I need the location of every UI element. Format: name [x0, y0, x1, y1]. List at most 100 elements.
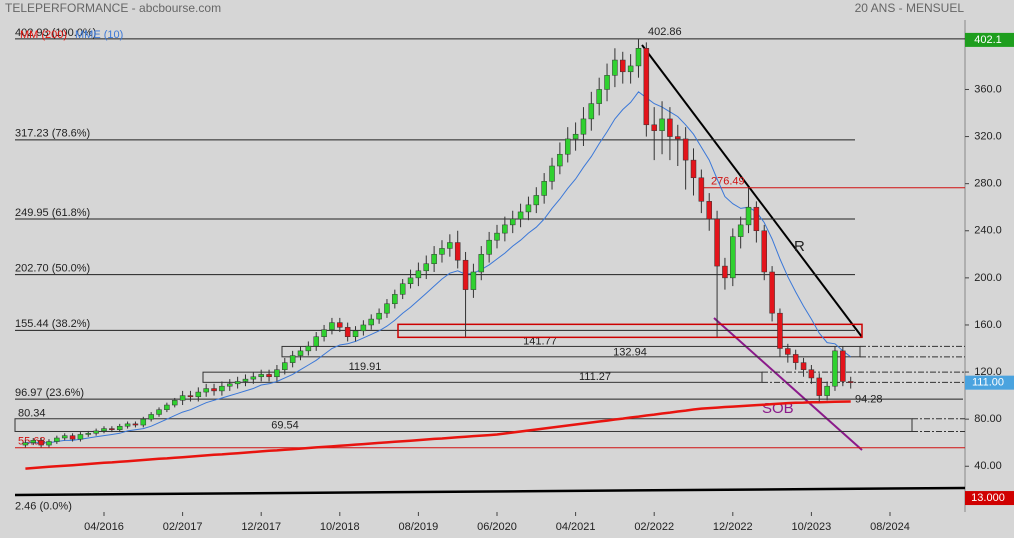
- candle-body: [124, 423, 131, 427]
- candle-body: [132, 423, 139, 426]
- y-tick-label: 120.0: [974, 366, 1002, 378]
- level-label: 94.28: [855, 393, 883, 405]
- candle-body: [769, 271, 775, 314]
- moving-average-line: [25, 400, 851, 470]
- zone-box: [202, 371, 763, 383]
- level-label: 69.54: [271, 419, 299, 431]
- candle-body: [682, 138, 689, 161]
- candle-body: [54, 437, 60, 442]
- candle-body: [517, 211, 524, 220]
- candle-body: [659, 118, 665, 131]
- candle-body: [753, 206, 760, 232]
- candle-body: [321, 329, 327, 337]
- level-label: 80.34: [18, 408, 46, 420]
- candle-body: [352, 330, 359, 337]
- candle-body: [329, 322, 335, 330]
- candle-body: [730, 236, 736, 279]
- candle-body: [258, 374, 264, 378]
- x-tick-label: 02/2022: [634, 521, 674, 533]
- candle-body: [737, 224, 744, 237]
- candle-body: [423, 263, 430, 272]
- candle-body: [847, 381, 854, 383]
- candle-body: [376, 312, 382, 320]
- price-tag: [965, 491, 1014, 506]
- level-label: 402.86: [648, 26, 682, 38]
- candle-body: [344, 327, 351, 337]
- long-trend-line: [14, 486, 966, 497]
- candle-body: [580, 118, 587, 135]
- candle-body: [85, 433, 92, 435]
- candle-body: [541, 181, 547, 196]
- candle-body: [242, 378, 249, 382]
- candle-body: [305, 345, 312, 352]
- candle-body: [604, 75, 610, 90]
- level-label: 111.27: [579, 371, 611, 383]
- candle-body: [588, 103, 595, 120]
- y-tick-label: 360.0: [974, 83, 1002, 95]
- candle-body: [792, 354, 799, 363]
- candle-body: [337, 322, 343, 328]
- support-line: [713, 317, 863, 451]
- candle-body: [651, 124, 657, 131]
- candle-body: [690, 159, 697, 179]
- y-tick-label: 200.0: [974, 272, 1002, 284]
- candle-body: [109, 428, 115, 431]
- candle-body: [360, 324, 367, 332]
- candle-body: [800, 362, 807, 370]
- candle-body: [156, 409, 162, 415]
- candle-body: [282, 362, 288, 370]
- price-tag-label: 13.000: [971, 492, 1005, 504]
- candle-body: [635, 48, 642, 67]
- candle-body: [195, 391, 202, 398]
- candle-body: [478, 254, 485, 273]
- level-label: 96.97 (23.6%): [15, 387, 84, 399]
- zone-box: [14, 418, 913, 432]
- candle-body: [101, 428, 107, 432]
- x-tick-label: 12/2022: [713, 521, 753, 533]
- level-label: 249.95 (61.8%): [15, 207, 90, 219]
- x-tick-label: 10/2018: [320, 521, 360, 533]
- candle-body: [808, 369, 815, 379]
- candle-body: [761, 230, 767, 273]
- candle-body: [274, 369, 280, 378]
- x-tick-label: 04/2021: [556, 521, 596, 533]
- price-tag: [965, 375, 1014, 390]
- candle-body: [706, 201, 712, 220]
- candle-body: [77, 434, 84, 440]
- candle-body: [415, 270, 422, 279]
- candle-body: [148, 414, 154, 420]
- candle-body: [667, 118, 673, 137]
- x-tick-label: 10/2023: [792, 521, 832, 533]
- chart-title: TELEPERFORMANCE - abcbourse.com: [5, 1, 221, 15]
- level-label: 402.93 (100.0%): [15, 27, 96, 39]
- candle-body: [22, 442, 29, 446]
- candle-body: [675, 136, 681, 140]
- candle-body: [612, 59, 618, 76]
- x-tick-label: 12/2017: [241, 521, 281, 533]
- candle-body: [494, 232, 500, 241]
- price-tag-label: 111.00: [972, 377, 1004, 389]
- candle-body: [219, 385, 225, 392]
- candle-body: [525, 204, 532, 213]
- candle-body: [368, 318, 374, 326]
- candle-body: [140, 418, 147, 426]
- candle-body: [572, 133, 579, 140]
- y-tick-label: 160.0: [974, 319, 1002, 331]
- candle-body: [454, 242, 461, 261]
- candle-body: [785, 348, 791, 355]
- level-label: 317.23 (78.6%): [15, 128, 90, 140]
- legend-entry: MME (10): [75, 29, 123, 41]
- candle-body: [596, 89, 602, 104]
- candle-body: [313, 336, 319, 347]
- candle-body: [533, 195, 540, 206]
- candle-body: [46, 441, 52, 446]
- candle-body: [832, 350, 838, 387]
- candle-body: [502, 224, 508, 234]
- candle-body: [620, 59, 626, 73]
- zone-box: [281, 345, 861, 358]
- candle-body: [431, 254, 437, 264]
- level-label: 202.70 (50.0%): [15, 263, 90, 275]
- x-tick-label: 06/2020: [477, 521, 517, 533]
